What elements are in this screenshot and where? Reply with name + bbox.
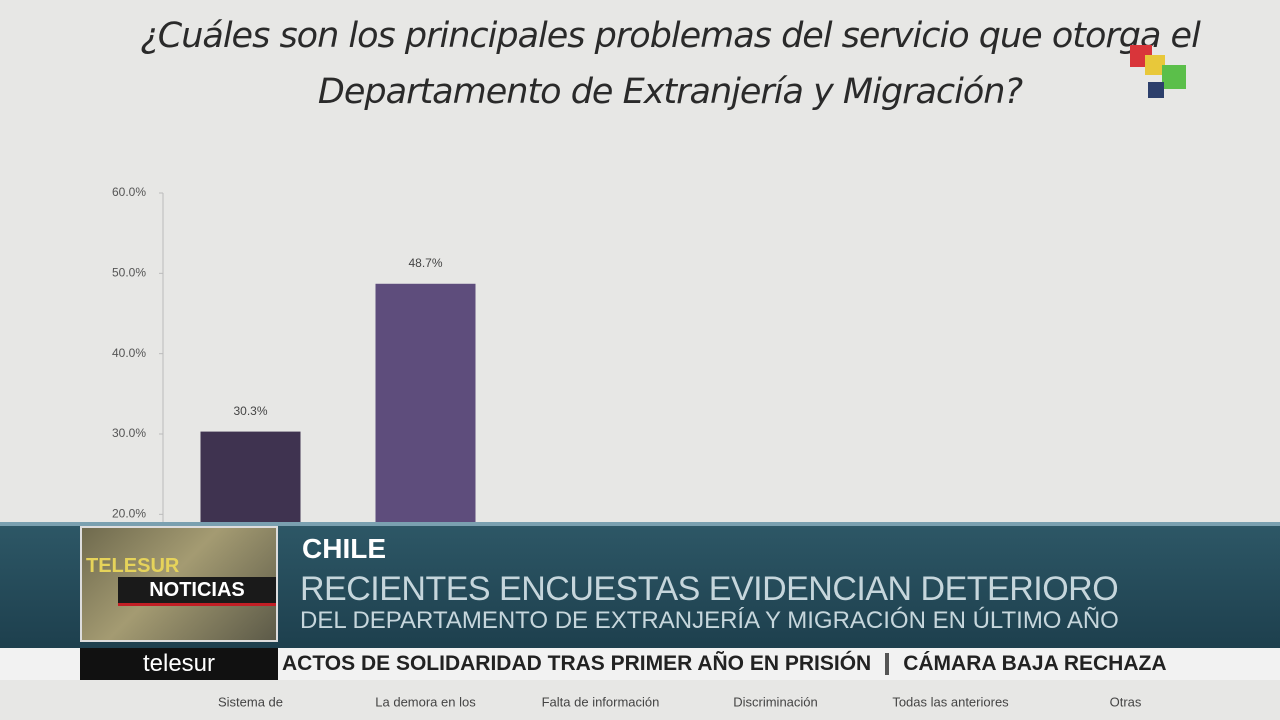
x-tick-label: Todas las anteriores bbox=[892, 694, 1009, 709]
ticker-item: CÁMARA BAJA RECHAZA bbox=[903, 652, 1167, 675]
x-tick-label: La demora en los bbox=[375, 694, 476, 709]
y-tick-label: 20.0% bbox=[112, 507, 146, 521]
logo-text: TELESUR bbox=[86, 555, 180, 577]
x-tick-label: Falta de información bbox=[542, 694, 660, 709]
headline: RECIENTES ENCUESTAS EVIDENCIAN DETERIORO bbox=[300, 570, 1119, 608]
logo-text: NOTICIAS bbox=[118, 577, 276, 606]
y-tick-label: 50.0% bbox=[112, 266, 146, 280]
country: CHILE bbox=[302, 533, 386, 564]
ticker-text: ACTOS DE SOLIDARIDAD TRAS PRIMER AÑO EN … bbox=[282, 652, 1167, 676]
chart-title: ¿Cuáles son los principales problemas de… bbox=[140, 16, 1201, 112]
ticker-item: ACTOS DE SOLIDARIDAD TRAS PRIMER AÑO EN … bbox=[282, 652, 872, 675]
x-tick-label: Otras bbox=[1110, 694, 1142, 709]
brand: telesur bbox=[80, 648, 278, 680]
subline: DEL DEPARTAMENTO DE EXTRANJERÍA Y MIGRAC… bbox=[300, 607, 1119, 634]
x-tick-label: Discriminación bbox=[733, 694, 818, 709]
ticker-separator bbox=[885, 653, 890, 676]
x-tick-label: Sistema de bbox=[218, 694, 283, 709]
value-label: 30.3% bbox=[233, 404, 267, 418]
y-tick-label: 40.0% bbox=[112, 346, 146, 360]
y-tick-label: 60.0% bbox=[112, 185, 146, 199]
value-label: 48.7% bbox=[408, 256, 442, 270]
y-tick-label: 30.0% bbox=[112, 426, 146, 440]
